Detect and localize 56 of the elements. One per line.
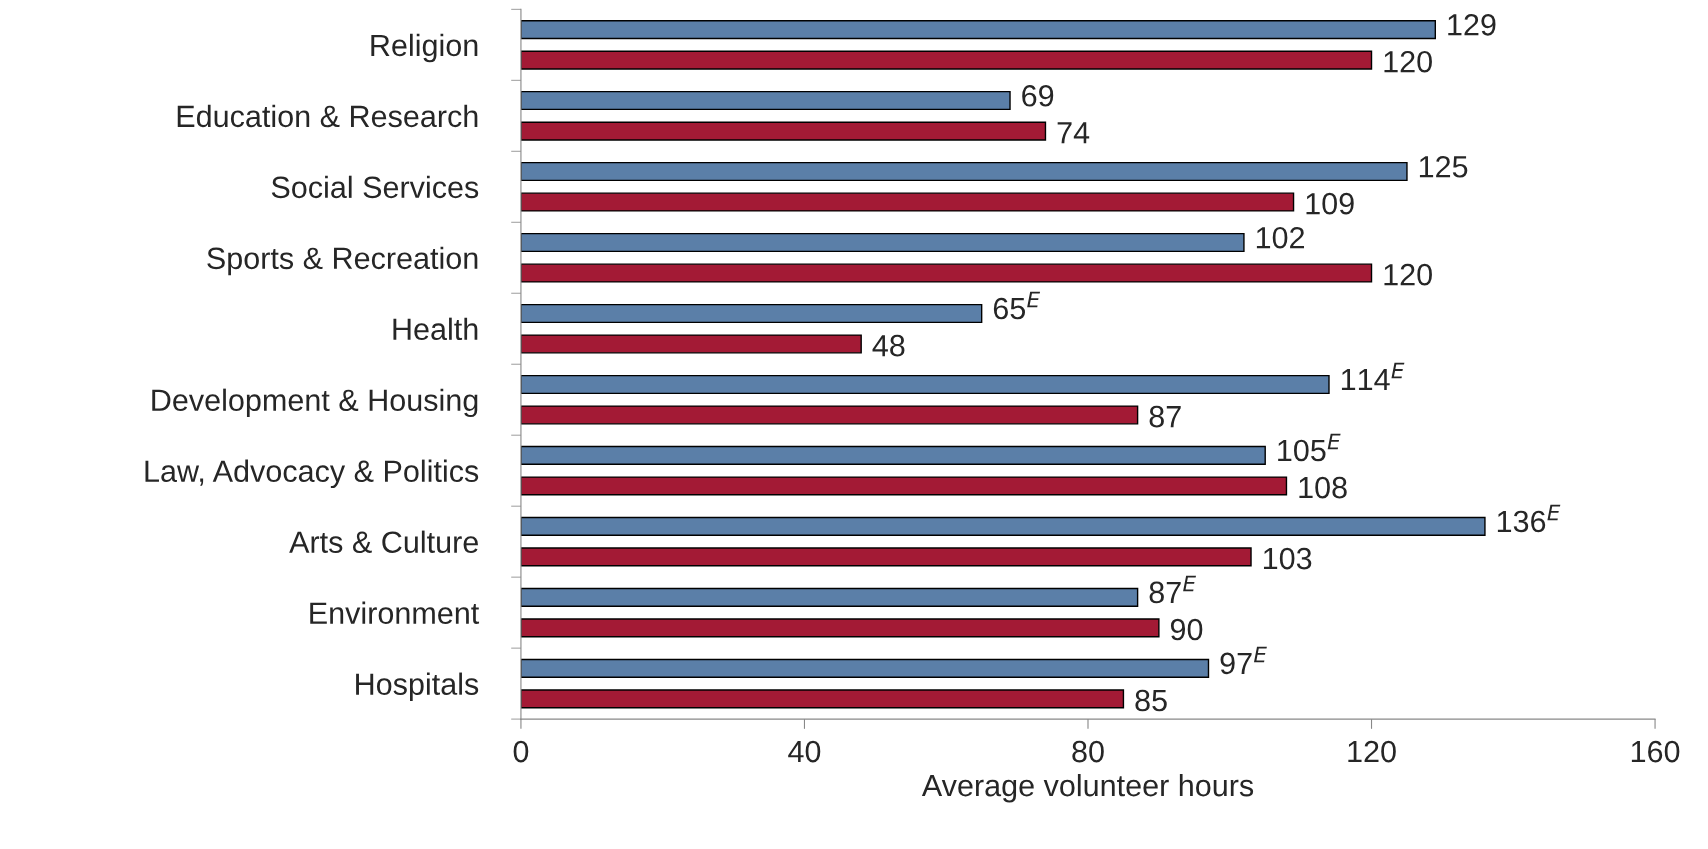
bar <box>520 445 1266 465</box>
bar <box>520 192 1295 212</box>
bar <box>520 658 1210 678</box>
y-tick-label: Law, Advocacy & Politics <box>145 459 479 489</box>
data-label: 120 <box>1384 263 1432 286</box>
bar <box>520 516 1486 536</box>
y-tick-label: Social Services <box>271 175 479 199</box>
data-label: 114$^{E}$ <box>1341 362 1405 391</box>
x-tick-label: 40 <box>788 740 821 763</box>
data-label: 97$^{E}$ <box>1220 646 1267 675</box>
data-label: 120 <box>1384 50 1432 73</box>
y-tick-label: Hospitals <box>356 672 479 702</box>
data-label: 87 <box>1149 405 1181 428</box>
x-tick-label: 160 <box>1631 740 1680 763</box>
data-label: 90 <box>1170 618 1203 641</box>
x-axis-title: Average volunteer hours <box>921 773 1254 803</box>
bar <box>520 334 862 354</box>
bar <box>520 232 1245 253</box>
data-label: 74 <box>1057 122 1090 144</box>
data-label: 109 <box>1306 192 1354 215</box>
bar <box>520 405 1139 425</box>
bar <box>520 476 1288 496</box>
y-tick-label: Health <box>393 317 478 341</box>
x-tick-label: 0 <box>513 740 529 763</box>
data-label: 125 <box>1419 155 1468 178</box>
data-label: 48 <box>872 334 905 357</box>
x-tick-label: 80 <box>1072 740 1104 763</box>
bar <box>520 161 1408 182</box>
bar <box>520 50 1373 70</box>
y-tick-label: Religion <box>371 33 478 63</box>
y-tick-label: Sports & Recreation <box>207 246 478 276</box>
data-label: 108 <box>1299 476 1347 499</box>
bar <box>520 547 1252 567</box>
data-label: 85 <box>1135 689 1167 712</box>
data-label: 136$^{E}$ <box>1497 504 1561 533</box>
data-label: 129 <box>1448 14 1496 36</box>
data-label: 103 <box>1263 547 1312 570</box>
data-label: 65$^{E}$ <box>993 291 1041 320</box>
bar <box>520 618 1160 638</box>
bar <box>520 263 1373 283</box>
bar <box>520 587 1139 607</box>
x-tick-label: 120 <box>1348 740 1396 763</box>
bar <box>520 374 1330 395</box>
data-label: 105$^{E}$ <box>1278 433 1341 462</box>
bar <box>520 90 1011 111</box>
bar <box>520 121 1047 141</box>
y-tick-label: Development & Housing <box>152 388 478 418</box>
data-label: 87$^{E}$ <box>1149 575 1196 604</box>
y-tick-label: Arts & Culture <box>289 530 478 554</box>
bar <box>520 303 983 324</box>
y-tick-label: Education & Research <box>177 104 478 128</box>
bar <box>520 689 1125 709</box>
data-label: 102 <box>1256 226 1305 249</box>
bar <box>520 20 1437 40</box>
y-tick-label: Environment <box>310 601 480 625</box>
data-label: 69 <box>1022 84 1054 107</box>
